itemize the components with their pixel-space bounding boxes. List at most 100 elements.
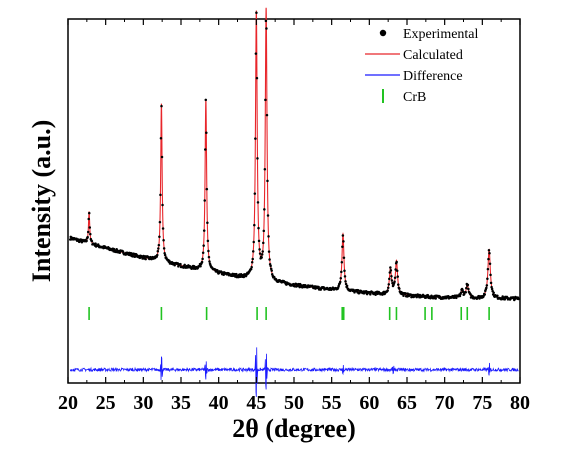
experimental-point — [466, 283, 470, 287]
legend-difference-label: Difference — [403, 69, 463, 84]
experimental-point — [467, 287, 470, 291]
experimental-point — [118, 251, 122, 255]
experimental-point — [386, 289, 389, 292]
experimental-point — [396, 275, 399, 278]
x-tick-label: 30 — [133, 392, 153, 414]
experimental-point — [342, 256, 346, 259]
experimental-point — [157, 247, 160, 250]
experimental-point — [255, 76, 259, 80]
experimental-point — [89, 232, 92, 236]
experimental-point — [341, 234, 345, 237]
experimental-point — [455, 296, 458, 300]
experimental-point — [252, 240, 256, 244]
experimental-point — [173, 263, 176, 267]
experimental-point — [204, 148, 207, 151]
experimental-point — [389, 269, 393, 272]
experimental-point — [157, 243, 161, 247]
experimental-point — [369, 293, 372, 296]
experimental-point — [204, 98, 208, 102]
x-tick-label: 25 — [96, 392, 116, 414]
experimental-point — [393, 276, 397, 280]
experimental-point — [390, 275, 393, 278]
experimental-point — [487, 249, 491, 252]
x-tick-label: 20 — [58, 392, 78, 414]
experimental-point — [203, 199, 206, 202]
legend: Experimental Calculated Difference CrB — [365, 27, 479, 105]
experimental-point — [85, 239, 88, 243]
experimental-point — [490, 287, 494, 291]
experimental-point — [397, 283, 400, 286]
experimental-point — [261, 250, 264, 253]
experimental-point — [488, 252, 491, 255]
experimental-point — [492, 291, 495, 294]
experimental-point — [485, 286, 488, 290]
experimental-point — [489, 281, 493, 285]
x-axis-title: 2θ (degree) — [232, 414, 356, 443]
experimental-point — [356, 288, 360, 292]
experimental-point — [266, 179, 269, 183]
experimental-point — [205, 187, 209, 191]
experimental-point — [256, 201, 260, 204]
experimental-point — [201, 251, 205, 254]
experimental-point — [389, 266, 392, 269]
experimental-point — [339, 277, 343, 280]
experimental-point — [251, 250, 255, 253]
experimental-point — [249, 267, 253, 271]
legend-calculated-label: Calculated — [403, 48, 463, 63]
experimental-point — [264, 98, 267, 102]
experimental-point — [465, 286, 468, 290]
experimental-point — [398, 287, 401, 290]
experimental-point — [263, 167, 267, 171]
y-axis-title: Intensity (a.u.) — [27, 120, 56, 283]
experimental-point — [490, 285, 493, 289]
experimental-point — [402, 294, 405, 297]
experimental-point — [201, 257, 204, 261]
experimental-point — [267, 235, 270, 238]
experimental-point — [317, 285, 320, 289]
experimental-point — [235, 272, 238, 276]
experimental-point — [258, 252, 262, 255]
x-tick-label: 35 — [171, 392, 191, 414]
experimental-point — [483, 293, 486, 296]
experimental-point — [390, 279, 394, 282]
x-tick-label: 60 — [359, 392, 379, 414]
experimental-point — [161, 203, 164, 207]
experimental-point — [270, 269, 273, 272]
experimental-point — [386, 286, 390, 289]
experimental-point — [266, 214, 270, 217]
experimental-point — [258, 248, 261, 251]
experimental-point — [251, 257, 254, 261]
experimental-point — [340, 270, 343, 274]
difference-series-line — [69, 347, 519, 397]
experimental-point — [94, 242, 97, 245]
experimental-point — [242, 275, 245, 279]
experimental-point — [434, 297, 437, 300]
experimental-point — [404, 292, 407, 295]
experimental-point — [206, 221, 209, 224]
experimental-point — [343, 269, 346, 272]
experimental-point — [254, 137, 257, 140]
x-tick-label: 80 — [510, 392, 530, 414]
experimental-point — [485, 284, 489, 287]
legend-crb-label: CrB — [403, 90, 426, 105]
experimental-point — [395, 260, 398, 264]
experimental-point — [86, 235, 89, 239]
experimental-point — [162, 238, 165, 242]
experimental-point — [488, 262, 492, 266]
experimental-point — [255, 11, 258, 14]
experimental-point — [264, 19, 268, 23]
experimental-point — [202, 229, 206, 232]
experimental-point — [254, 52, 258, 55]
experimental-point — [159, 193, 162, 197]
experimental-point — [267, 250, 271, 253]
x-tick-label: 75 — [472, 392, 492, 414]
experimental-point — [161, 227, 165, 230]
x-tick-label: 50 — [284, 392, 304, 414]
experimental-point — [199, 264, 202, 268]
experimental-point — [250, 265, 253, 269]
experimental-point — [339, 280, 342, 284]
experimental-point — [388, 271, 392, 274]
experimental-point — [250, 260, 254, 264]
